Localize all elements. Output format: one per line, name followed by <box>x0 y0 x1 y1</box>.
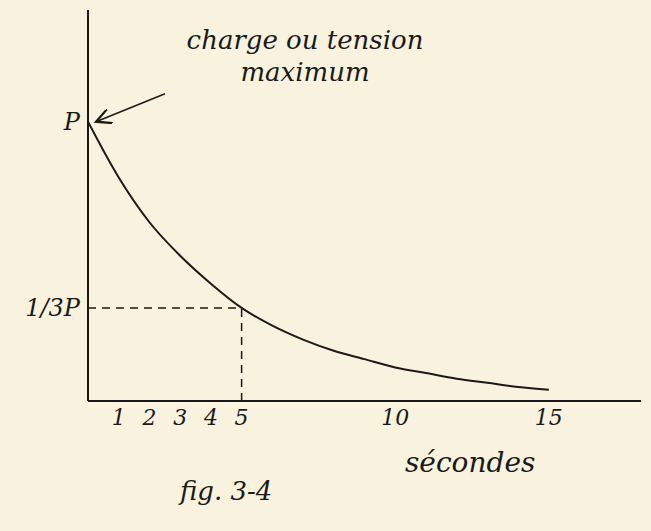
html-text:sécondes: sécondes <box>405 446 536 479</box>
svg-text:1: 1 <box>112 405 126 430</box>
svg-text:P: P <box>63 108 81 136</box>
svg-text:15: 15 <box>535 405 563 430</box>
html-text:charge ou tension maximum: charge ou tension maximum <box>186 25 424 87</box>
svg-text:3: 3 <box>173 405 187 430</box>
svg-text:10: 10 <box>381 405 409 430</box>
svg-text:2: 2 <box>141 405 156 430</box>
svg-text:4: 4 <box>203 405 218 430</box>
svg-text:1/3P: 1/3P <box>25 294 81 322</box>
svg-text:5: 5 <box>235 405 249 430</box>
html-text:fig. 3-4: fig. 3-4 <box>180 476 273 506</box>
